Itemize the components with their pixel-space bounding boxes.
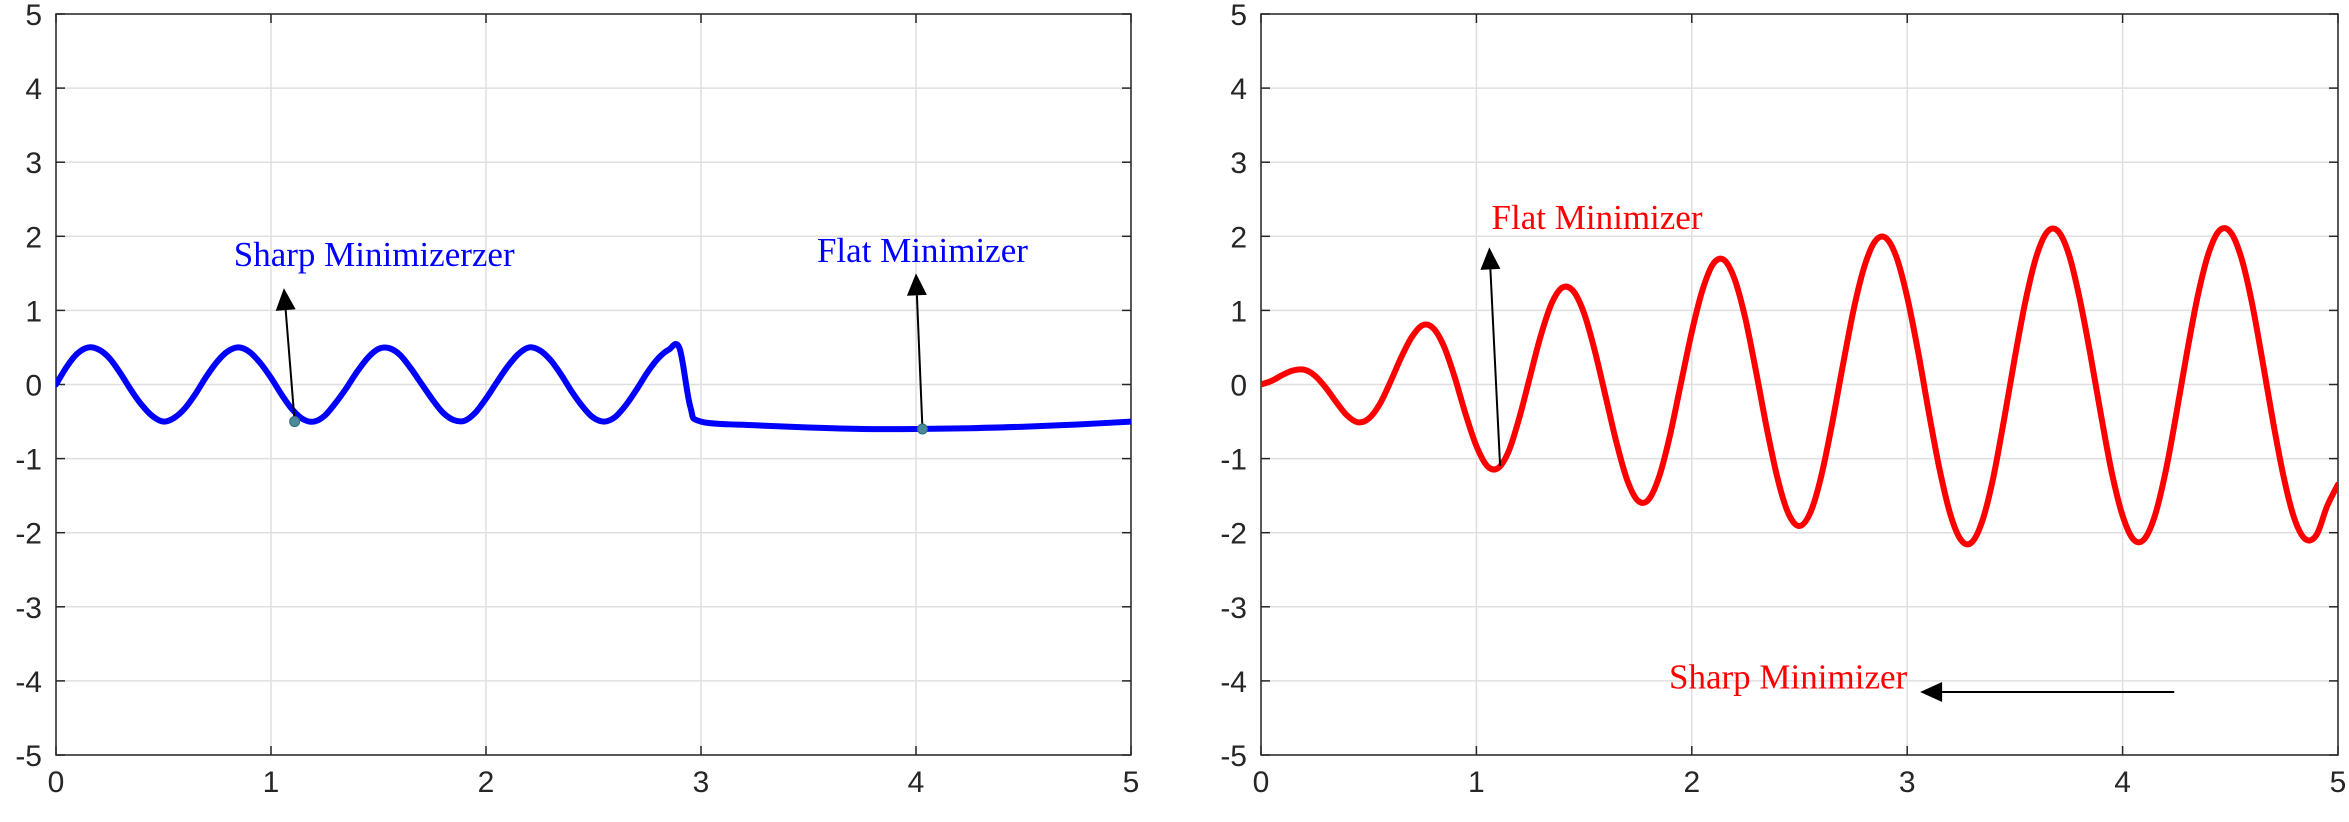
x-tick-label: 3 [1899, 766, 1916, 799]
x-tick-label: 0 [1253, 766, 1270, 799]
annotation-label: Sharp Minimizer [1669, 657, 1907, 696]
y-tick-label: 4 [25, 73, 42, 106]
y-tick-label: 3 [25, 147, 42, 180]
y-tick-label: 5 [1230, 0, 1247, 32]
y-tick-label: -3 [1220, 592, 1247, 625]
y-tick-label: -5 [1220, 740, 1247, 773]
series-line [1261, 225, 2338, 548]
minimizer-marker [289, 416, 301, 428]
annotation-label: Flat Minimizer [1492, 198, 1703, 237]
x-tick-label: 5 [1123, 766, 1140, 799]
series-line [56, 341, 1131, 433]
y-tick-label: 1 [25, 295, 42, 328]
y-tick-label: -1 [15, 444, 42, 477]
y-tick-label: 3 [1230, 147, 1247, 180]
y-tick-label: 1 [1230, 295, 1247, 328]
annotation-arrow-head [1480, 247, 1501, 270]
y-tick-label: -3 [15, 592, 42, 625]
y-tick-label: -5 [15, 740, 42, 773]
y-tick-label: -4 [1220, 666, 1247, 699]
y-tick-label: 0 [1230, 370, 1247, 403]
annotation-arrow-shaft [1489, 269, 1502, 467]
left-plot: 0 1 2 3 4 5 -5 -4 -3 -2 -1 0 1 2 3 4 5 Sharp Minimizerzer… [15, 0, 1139, 799]
x-tick-label: 1 [1468, 766, 1485, 799]
annotation-label: Sharp Minimizerzer [234, 235, 515, 274]
annotation-arrow-head [906, 273, 927, 296]
x-tick-label: 5 [2330, 766, 2347, 799]
x-tick-label: 0 [48, 766, 65, 799]
y-tick-label: 2 [1230, 221, 1247, 254]
y-tick-label: 0 [25, 370, 42, 403]
x-tick-label: 2 [478, 766, 495, 799]
y-tick-label: 4 [1230, 73, 1247, 106]
minimizer-marker [916, 423, 928, 435]
y-tick-label: -2 [1220, 518, 1247, 551]
x-tick-label: 1 [263, 766, 280, 799]
x-tick-label: 2 [1683, 766, 1700, 799]
y-tick-label: 2 [25, 221, 42, 254]
annotation-arrow-head [275, 288, 296, 311]
x-tick-label: 3 [693, 766, 710, 799]
annotation-arrow-shaft [284, 310, 296, 422]
annotation-arrow-head [1920, 682, 1943, 703]
y-tick-label: -4 [15, 666, 42, 699]
annotation-label: Flat Minimizer [817, 231, 1028, 270]
y-tick-label: 5 [25, 0, 42, 32]
annotation-arrow-shaft [915, 295, 924, 430]
y-tick-label: -2 [15, 518, 42, 551]
x-tick-label: 4 [908, 766, 925, 799]
y-tick-label: -1 [1220, 444, 1247, 477]
x-tick-label: 4 [2114, 766, 2131, 799]
right-plot: 0 1 2 3 4 5 -5 -4 -3 -2 -1 0 1 2 3 4 5 Flat Minimizer Shar… [1220, 0, 2346, 799]
